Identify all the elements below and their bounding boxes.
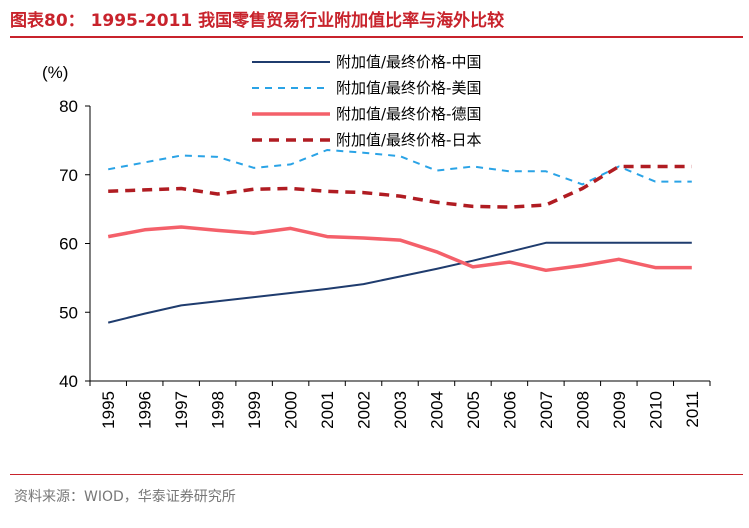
x-tick-label: 1996: [136, 391, 155, 429]
y-tick-label: 40: [59, 372, 78, 391]
chart-legend: 附加值/最终价格-中国附加值/最终价格-美国附加值/最终价格-德国附加值/最终价…: [252, 53, 481, 149]
series-line-1: [108, 149, 692, 186]
legend-label-0: 附加值/最终价格-中国: [336, 53, 481, 71]
title-divider: [10, 36, 743, 38]
x-tick-label: 2008: [573, 391, 592, 429]
legend-label-2: 附加值/最终价格-德国: [336, 105, 481, 123]
y-axis-label: (%): [42, 63, 68, 82]
x-tick-label: 2010: [646, 391, 665, 429]
x-tick-label: 2007: [537, 391, 556, 429]
x-tick-label: 2002: [355, 391, 374, 429]
x-tick-label: 2001: [318, 391, 337, 429]
y-tick-label: 70: [59, 166, 78, 185]
source-note: 资料来源：WIOD，华泰证券研究所: [14, 489, 236, 505]
x-tick-label: 2003: [391, 391, 410, 429]
x-tick-label: 2011: [683, 391, 702, 428]
y-tick-label: 50: [59, 303, 78, 322]
footer-divider: [10, 474, 743, 475]
x-tick-label: 2000: [282, 391, 301, 429]
x-tick-label: 1997: [172, 391, 191, 429]
series-line-0: [107, 241, 692, 324]
legend-label-3: 附加值/最终价格-日本: [336, 131, 481, 149]
y-tick-label: 60: [59, 235, 78, 254]
x-tick-label: 1995: [99, 391, 118, 429]
x-tick-label: 2004: [427, 391, 446, 429]
series-layer: [107, 149, 692, 324]
x-tick-label: 2009: [610, 391, 629, 429]
page-title: 图表80： 1995-2011 我国零售贸易行业附加值比率与海外比较: [10, 11, 505, 31]
series-line-2: [107, 225, 692, 273]
chart-axes: 40 50 60 70 80 (%) 1995 1996 1997 1998 1999 2000 200…: [42, 63, 711, 429]
x-tick-label: 1998: [209, 391, 228, 429]
x-tick-label: 2006: [500, 391, 519, 429]
series-line-3: [108, 164, 692, 209]
x-tick-label: 1999: [245, 391, 264, 429]
x-tick-label: 2005: [464, 391, 483, 429]
legend-label-1: 附加值/最终价格-美国: [336, 79, 481, 97]
y-tick-label: 80: [59, 97, 78, 116]
